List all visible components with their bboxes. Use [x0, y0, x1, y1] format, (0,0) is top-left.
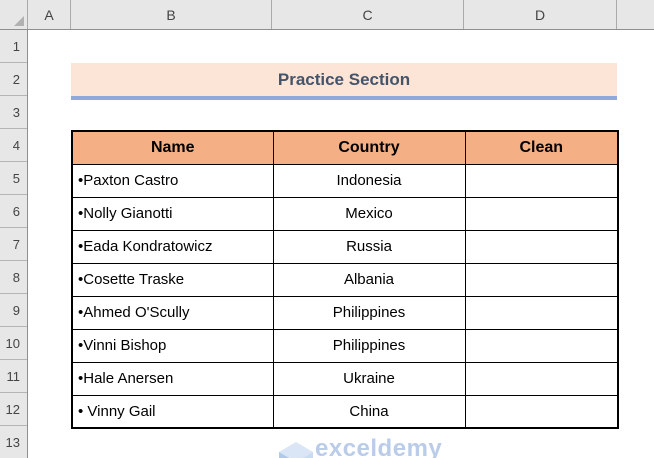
- table-row: •Vinni Bishop Philippines: [71, 328, 619, 363]
- title-banner-cell[interactable]: Practice Section: [71, 63, 617, 100]
- clean-cell[interactable]: [464, 361, 619, 396]
- column-header-b[interactable]: B: [71, 0, 272, 29]
- column-header-extra[interactable]: [617, 0, 654, 29]
- select-all-corner[interactable]: [0, 0, 28, 29]
- name-cell[interactable]: •Ahmed O'Scully: [71, 295, 274, 330]
- country-cell[interactable]: Ukraine: [272, 361, 466, 396]
- watermark-brand: exceldemy: [315, 435, 443, 458]
- exceldemy-watermark: exceldemy EXCEL - DATA - BI: [279, 431, 442, 458]
- worksheet[interactable]: Practice Section Name Country Clean •Pax…: [28, 30, 654, 458]
- page-title: Practice Section: [277, 69, 411, 89]
- row-header-12[interactable]: 12: [0, 393, 27, 426]
- clean-cell[interactable]: [464, 328, 619, 363]
- table-row: •Hale Anersen Ukraine: [71, 361, 619, 396]
- table-row: •Cosette Traske Albania: [71, 262, 619, 297]
- clean-cell[interactable]: [464, 262, 619, 297]
- name-cell[interactable]: •Paxton Castro: [71, 163, 274, 198]
- exceldemy-cube-icon: [279, 442, 313, 458]
- clean-cell[interactable]: [464, 229, 619, 264]
- header-cell-country[interactable]: Country: [272, 130, 466, 165]
- country-cell[interactable]: Russia: [272, 229, 466, 264]
- row-header-11[interactable]: 11: [0, 360, 27, 393]
- table-row: •Ahmed O'Scully Philippines: [71, 295, 619, 330]
- column-header-d[interactable]: D: [464, 0, 617, 29]
- table-header-row: Name Country Clean: [71, 130, 619, 165]
- header-cell-clean[interactable]: Clean: [464, 130, 619, 165]
- row-header-3[interactable]: 3: [0, 96, 27, 129]
- name-cell[interactable]: •Cosette Traske: [71, 262, 274, 297]
- column-header-strip: A B C D: [0, 0, 654, 30]
- row-header-1[interactable]: 1: [0, 30, 27, 63]
- country-cell[interactable]: Albania: [272, 262, 466, 297]
- row-header-7[interactable]: 7: [0, 228, 27, 261]
- name-cell[interactable]: • Vinny Gail: [71, 394, 274, 429]
- row-header-5[interactable]: 5: [0, 162, 27, 195]
- table-row: •Paxton Castro Indonesia: [71, 163, 619, 198]
- header-cell-name[interactable]: Name: [71, 130, 274, 165]
- clean-cell[interactable]: [464, 163, 619, 198]
- country-cell[interactable]: Philippines: [272, 328, 466, 363]
- row-header-10[interactable]: 10: [0, 327, 27, 360]
- country-cell[interactable]: Philippines: [272, 295, 466, 330]
- row-header-8[interactable]: 8: [0, 261, 27, 294]
- country-cell[interactable]: Mexico: [272, 196, 466, 231]
- name-cell[interactable]: •Nolly Gianotti: [71, 196, 274, 231]
- name-cell[interactable]: •Vinni Bishop: [71, 328, 274, 363]
- row-header-strip: 1 2 3 4 5 6 7 8 9 10 11 12 13: [0, 30, 28, 458]
- name-cell[interactable]: •Eada Kondratowicz: [71, 229, 274, 264]
- data-table: Name Country Clean •Paxton Castro Indone…: [71, 130, 619, 429]
- select-all-triangle-icon: [14, 16, 24, 26]
- row-header-2[interactable]: 2: [0, 63, 27, 96]
- table-row: •Nolly Gianotti Mexico: [71, 196, 619, 231]
- row-header-6[interactable]: 6: [0, 195, 27, 228]
- clean-cell[interactable]: [464, 196, 619, 231]
- table-row: •Eada Kondratowicz Russia: [71, 229, 619, 264]
- country-cell[interactable]: China: [272, 394, 466, 429]
- table-row: • Vinny Gail China: [71, 394, 619, 429]
- row-header-13[interactable]: 13: [5, 434, 20, 450]
- name-cell[interactable]: •Hale Anersen: [71, 361, 274, 396]
- column-header-c[interactable]: C: [272, 0, 464, 29]
- column-header-a[interactable]: A: [28, 0, 71, 29]
- clean-cell[interactable]: [464, 295, 619, 330]
- clean-cell[interactable]: [464, 394, 619, 429]
- row-header-4[interactable]: 4: [0, 129, 27, 162]
- country-cell[interactable]: Indonesia: [272, 163, 466, 198]
- watermark-text: exceldemy EXCEL - DATA - BI: [315, 437, 442, 458]
- row-header-9[interactable]: 9: [0, 294, 27, 327]
